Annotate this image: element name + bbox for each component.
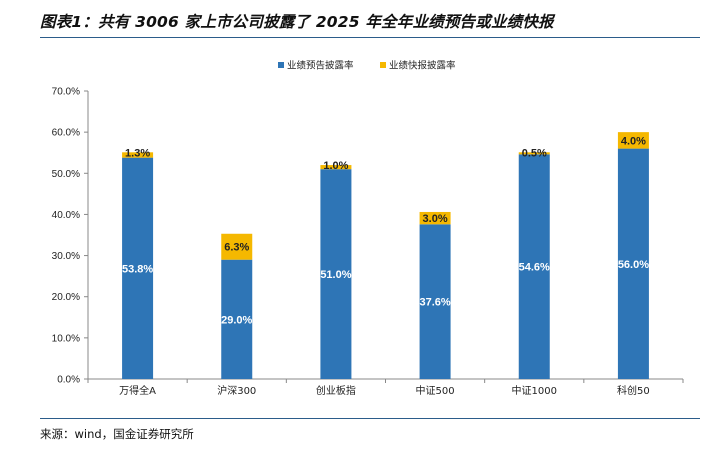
bars: 53.8% 1.3% 29.0% 6.3% 51.0% 1.0% 37.6% 3.0% 54.6… (122, 132, 649, 379)
legend-label-1: 业绩预告披露率 (287, 60, 354, 72)
legend-swatch-2 (380, 62, 386, 68)
bar-express-6 (617, 132, 649, 149)
y-tick-label: 20.0% (52, 292, 80, 303)
x-tick-label: 科创50 (617, 384, 650, 397)
y-tick-label: 60.0% (52, 128, 80, 139)
bar-forecast-1 (122, 157, 154, 379)
x-tick-label: 万得全A (119, 384, 156, 397)
bar-forecast-3 (320, 169, 352, 379)
data-label-forecast-6: 56.0% (618, 259, 649, 271)
bar-express-1 (122, 152, 154, 158)
y-tick-label: 50.0% (52, 169, 80, 180)
bar-forecast-2 (221, 259, 253, 379)
x-tick-label: 创业板指 (316, 384, 356, 397)
y-tick-label: 10.0% (52, 333, 80, 344)
bar-express-4 (419, 211, 451, 225)
y-tick-label: 70.0% (52, 87, 80, 98)
legend-swatch-1 (278, 62, 284, 68)
bar-forecast-5 (518, 154, 550, 379)
x-tick-label: 沪深300 (217, 384, 256, 397)
bar-express-2 (221, 233, 253, 260)
bar-forecast-4 (419, 224, 451, 379)
y-tick-label: 0.0% (57, 375, 80, 386)
legend-label-2: 业绩快报披露率 (389, 60, 456, 72)
axes: 0.0% 10.0% 20.0% 30.0% 40.0% 50.0% 60.0% 70.0% 万… (52, 87, 684, 397)
data-label-express-2: 6.3% (224, 242, 249, 254)
legend: 业绩预告披露率 业绩快报披露率 (278, 60, 456, 72)
data-label-forecast-5: 54.6% (519, 262, 550, 274)
footer-divider (40, 418, 700, 419)
data-label-forecast-3: 51.0% (320, 269, 351, 281)
data-label-forecast-1: 53.8% (122, 263, 153, 275)
x-tick-label: 中证500 (416, 384, 455, 397)
data-label-express-3: 1.0% (323, 160, 348, 172)
bar-forecast-6 (617, 148, 649, 379)
title-divider (40, 37, 700, 38)
chart-title: 图表1：共有 3006 家上市公司披露了 2025 年全年业绩预告或业绩快报 (40, 13, 554, 31)
x-tick-label: 中证1000 (512, 384, 557, 397)
y-tick-label: 40.0% (52, 210, 80, 221)
data-label-express-4: 3.0% (423, 213, 448, 225)
bar-express-3 (320, 165, 352, 170)
source-note: 来源：wind，国金证券研究所 (40, 427, 194, 441)
data-label-express-6: 4.0% (621, 135, 646, 147)
bar-express-5 (518, 152, 550, 155)
data-label-forecast-2: 29.0% (221, 314, 252, 326)
data-label-express-5: 0.5% (522, 147, 547, 159)
data-label-forecast-4: 37.6% (419, 297, 450, 309)
y-tick-label: 30.0% (52, 251, 80, 262)
data-label-express-1: 1.3% (125, 147, 150, 159)
